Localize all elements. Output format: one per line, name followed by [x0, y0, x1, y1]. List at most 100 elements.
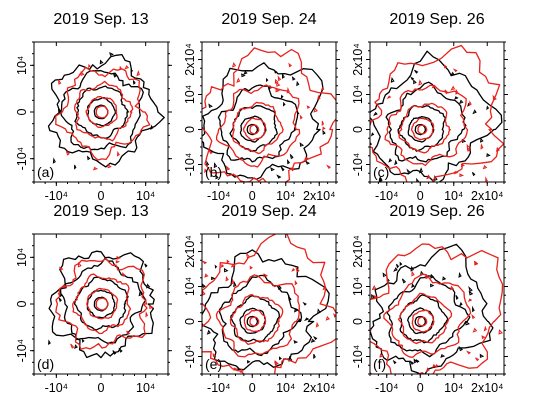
black-contour-speck [370, 132, 375, 137]
black-contour-speck [401, 278, 407, 284]
red-contour-speck [62, 284, 68, 289]
red-contour-speck [459, 173, 465, 178]
panel-a: 2019 Sep. 13 -10⁴ 0 10⁴ 10⁴ 0 -10⁴ (a) [15, 11, 172, 203]
panel-title: 2019 Sep. 13 [53, 11, 148, 28]
red-contour-speck [92, 166, 99, 171]
y-tick-label: -10⁴ [15, 339, 29, 362]
black-contour-speck [413, 358, 418, 364]
black-contour-speck [313, 353, 316, 359]
black-contour-speck [146, 283, 151, 289]
black-contour-speck [458, 345, 464, 352]
red-contour-speck [322, 126, 326, 131]
red-contour-speck [256, 197, 259, 201]
black-contour-speck [302, 301, 307, 306]
red-contour-speck [306, 105, 311, 110]
red-contour-level-2 [243, 309, 267, 333]
panel-f: 2019 Sep. 26 -10⁴ 0 10⁴ 2x10⁴ 2x10⁴ 10⁴ 0 -10⁴ (f… [351, 203, 508, 395]
black-contour-speck [237, 365, 241, 372]
y-tick-label: 0 [183, 318, 197, 325]
black-contour-speck [396, 263, 400, 269]
red-contour-speck [276, 81, 281, 87]
red-contour-speck [425, 367, 430, 373]
black-contour-speck [144, 263, 148, 268]
x-tick-label: 0 [98, 189, 105, 203]
red-contour-speck [263, 273, 269, 278]
x-tick-label: 10⁴ [276, 189, 295, 203]
red-contour-speck [294, 279, 298, 286]
y-tick-label: 0 [15, 108, 29, 115]
panel-b: 2019 Sep. 24 -10⁴ 0 10⁴ 2x10⁴ 2x10⁴ 10⁴ 0 -10⁴ (b… [183, 11, 340, 203]
black-contour-speck [410, 265, 415, 272]
panel-title: 2019 Sep. 26 [389, 203, 484, 220]
black-contour-speck [81, 338, 85, 343]
red-contour-speck [286, 86, 290, 94]
red-contour-speck [392, 183, 394, 186]
red-contour-speck [124, 65, 130, 70]
panel-d: 2019 Sep. 13 -10⁴ 0 10⁴ 10⁴ 0 -10⁴ (d) [15, 203, 172, 395]
black-contour-speck [99, 59, 104, 65]
black-contour-speck [455, 295, 459, 301]
red-contour-speck [290, 166, 295, 172]
black-contour-speck [486, 105, 490, 111]
red-contour-speck [360, 106, 363, 110]
black-contour-speck [424, 376, 426, 380]
red-contour-speck [480, 143, 484, 150]
black-contour-speck [211, 276, 216, 281]
black-contour-speck [247, 359, 251, 364]
panel-letter-label: (d) [37, 356, 54, 372]
black-contour-speck [413, 79, 417, 85]
red-contour-speck [466, 143, 471, 150]
red-contour-speck [88, 63, 91, 69]
red-contour-speck [304, 156, 309, 161]
red-contour-level-2 [411, 309, 435, 333]
red-contour-speck [429, 382, 432, 384]
red-contour-speck [202, 260, 208, 265]
black-contour-level-4 [60, 70, 144, 151]
black-contour-speck [58, 297, 62, 303]
red-contour-speck [360, 109, 362, 112]
panel-frame [369, 233, 505, 375]
red-contour-speck [245, 252, 251, 259]
x-tick-label: 2x10⁴ [471, 381, 503, 395]
red-contour-speck [426, 174, 431, 180]
red-contour-level-4 [215, 84, 301, 168]
black-contour-level-2 [239, 115, 267, 143]
black-contour-speck [213, 162, 218, 169]
red-contour-speck [230, 263, 236, 268]
black-contour-speck [291, 76, 296, 81]
red-contour-level-5 [370, 243, 504, 374]
red-contour-speck [191, 338, 194, 341]
red-contour-level-5 [202, 47, 336, 182]
x-tick-label: -10⁴ [375, 381, 398, 395]
red-contour-speck [322, 285, 327, 291]
y-tick-label: 10⁴ [15, 248, 29, 267]
black-contour-speck [57, 106, 62, 114]
red-contour-speck [57, 78, 62, 85]
y-tick-label: 0 [351, 126, 365, 133]
panel-title: 2019 Sep. 26 [389, 11, 484, 28]
red-contour-level-1 [95, 105, 109, 119]
black-contour-speck [305, 160, 311, 165]
red-contour-speck [326, 164, 331, 169]
red-contour-speck [365, 155, 368, 159]
black-contour-level-3 [230, 295, 280, 343]
red-contour-speck [208, 150, 213, 155]
red-contour-speck [371, 285, 377, 291]
red-contour-speck [295, 266, 300, 273]
black-contour-speck [486, 153, 491, 158]
y-tick-label: 2x10⁴ [351, 43, 365, 75]
red-contour-speck [70, 343, 75, 349]
black-contour-speck [392, 359, 397, 365]
red-contour-speck [450, 85, 456, 91]
red-contour-level-4 [55, 66, 151, 161]
red-contour-level-3 [72, 273, 132, 335]
red-contour-speck [220, 263, 225, 268]
red-contour-speck [145, 311, 149, 318]
black-contour-speck [468, 285, 473, 292]
red-contour-speck [449, 285, 454, 291]
red-contour-level-3 [397, 292, 453, 345]
black-contour-speck [206, 160, 210, 167]
black-contour-speck [304, 317, 310, 322]
black-contour-level-3 [73, 276, 129, 331]
